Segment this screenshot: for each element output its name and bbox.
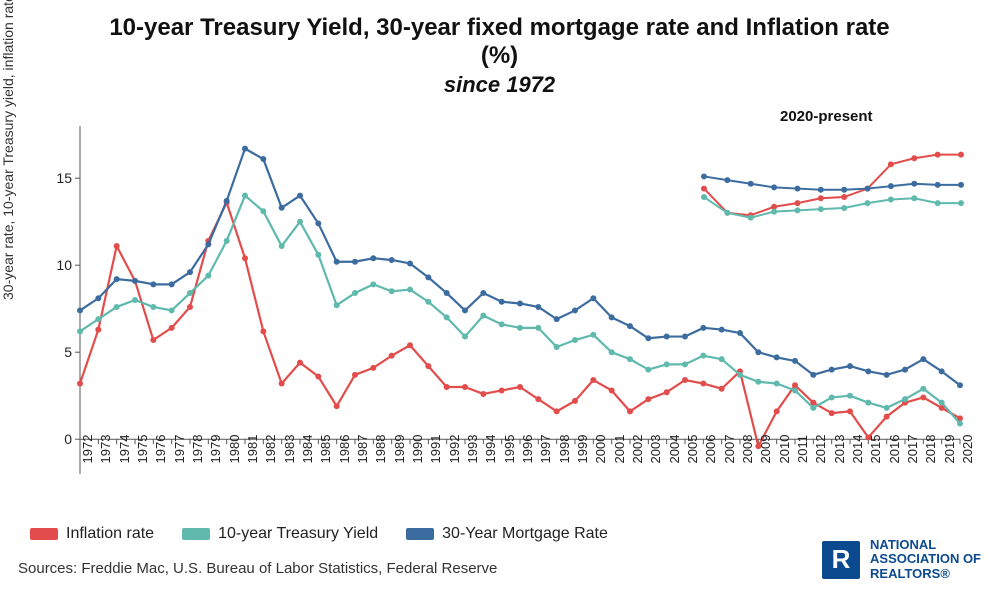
x-tick-label: 2016 xyxy=(887,429,902,469)
x-tick-label: 2001 xyxy=(612,429,627,469)
x-tick-label: 1991 xyxy=(428,429,443,469)
legend-label-inflation: Inflation rate xyxy=(66,525,154,543)
x-tick-label: 1981 xyxy=(245,429,260,469)
x-tick-label: 1995 xyxy=(502,429,517,469)
x-tick-label: 1973 xyxy=(98,429,113,469)
y-tick-label: 0 xyxy=(64,431,72,447)
x-tick-label: 1978 xyxy=(190,429,205,469)
x-tick-label: 1996 xyxy=(520,429,535,469)
logo-line-1: NATIONAL xyxy=(870,538,981,552)
x-tick-label: 1998 xyxy=(557,429,572,469)
x-tick-label: 1976 xyxy=(153,429,168,469)
x-tick-label: 1987 xyxy=(355,429,370,469)
x-tick-label: 1977 xyxy=(172,429,187,469)
x-tick-label: 1979 xyxy=(208,429,223,469)
title-line-3: since 1972 xyxy=(0,72,999,98)
nar-logo: R NATIONAL ASSOCIATION OF REALTORS® xyxy=(822,538,981,581)
x-tick-label: 1982 xyxy=(263,429,278,469)
x-tick-label: 1992 xyxy=(447,429,462,469)
inset-chart-svg xyxy=(700,130,965,235)
y-tick-label: 15 xyxy=(56,170,72,186)
x-tick-label: 2017 xyxy=(905,429,920,469)
nar-logo-mark: R xyxy=(822,541,860,579)
x-tick-label: 2012 xyxy=(813,429,828,469)
x-tick-label: 1974 xyxy=(117,429,132,469)
x-tick-label: 2002 xyxy=(630,429,645,469)
x-tick-label: 1984 xyxy=(300,429,315,469)
inset-label: 2020-present xyxy=(780,108,873,125)
x-tick-label: 2013 xyxy=(832,429,847,469)
title-line-2: (%) xyxy=(0,42,999,70)
title-line-1: 10-year Treasury Yield, 30-year fixed mo… xyxy=(0,14,999,42)
x-tick-label: 2011 xyxy=(795,429,810,469)
x-tick-label: 2019 xyxy=(942,429,957,469)
x-tick-label: 2007 xyxy=(722,429,737,469)
nar-logo-text: NATIONAL ASSOCIATION OF REALTORS® xyxy=(870,538,981,581)
legend-label-mortgage: 30-Year Mortgage Rate xyxy=(442,525,608,543)
x-tick-label: 2010 xyxy=(777,429,792,469)
x-tick-label: 1980 xyxy=(227,429,242,469)
x-tick-label: 2005 xyxy=(685,429,700,469)
logo-line-2: ASSOCIATION OF xyxy=(870,552,981,566)
x-tick-label: 2004 xyxy=(667,429,682,469)
legend-swatch-inflation xyxy=(30,528,58,540)
x-tick-label: 1975 xyxy=(135,429,150,469)
sources-text: Sources: Freddie Mac, U.S. Bureau of Lab… xyxy=(18,560,497,577)
x-tick-label: 1988 xyxy=(373,429,388,469)
legend-label-treasury: 10-year Treasury Yield xyxy=(218,525,378,543)
chart-title: 10-year Treasury Yield, 30-year fixed mo… xyxy=(0,14,999,98)
x-tick-label: 1986 xyxy=(337,429,352,469)
y-tick-label: 10 xyxy=(56,257,72,273)
legend-item-treasury: 10-year Treasury Yield xyxy=(182,525,378,543)
x-tick-label: 2018 xyxy=(923,429,938,469)
legend-item-mortgage: 30-Year Mortgage Rate xyxy=(406,525,608,543)
x-tick-label: 1972 xyxy=(80,429,95,469)
x-tick-label: 1993 xyxy=(465,429,480,469)
y-tick-label: 5 xyxy=(64,344,72,360)
x-tick-label: 2008 xyxy=(740,429,755,469)
x-tick-label: 2000 xyxy=(593,429,608,469)
x-tick-label: 1994 xyxy=(483,429,498,469)
x-tick-label: 2014 xyxy=(850,429,865,469)
x-tick-label: 2003 xyxy=(648,429,663,469)
x-tick-label: 2020 xyxy=(960,429,975,469)
chart-container: 10-year Treasury Yield, 30-year fixed mo… xyxy=(0,0,999,599)
legend-swatch-mortgage xyxy=(406,528,434,540)
x-tick-label: 1999 xyxy=(575,429,590,469)
legend-swatch-treasury xyxy=(182,528,210,540)
legend: Inflation rate 10-year Treasury Yield 30… xyxy=(30,525,608,543)
logo-line-3: REALTORS® xyxy=(870,567,981,581)
x-tick-label: 1997 xyxy=(538,429,553,469)
legend-item-inflation: Inflation rate xyxy=(30,525,154,543)
x-tick-label: 1985 xyxy=(318,429,333,469)
x-tick-label: 2006 xyxy=(703,429,718,469)
x-tick-label: 1983 xyxy=(282,429,297,469)
x-tick-label: 2015 xyxy=(868,429,883,469)
y-axis-title: 30-year rate, 10-year Treasury yield, in… xyxy=(0,0,16,300)
x-tick-label: 2009 xyxy=(758,429,773,469)
x-tick-label: 1990 xyxy=(410,429,425,469)
x-tick-label: 1989 xyxy=(392,429,407,469)
